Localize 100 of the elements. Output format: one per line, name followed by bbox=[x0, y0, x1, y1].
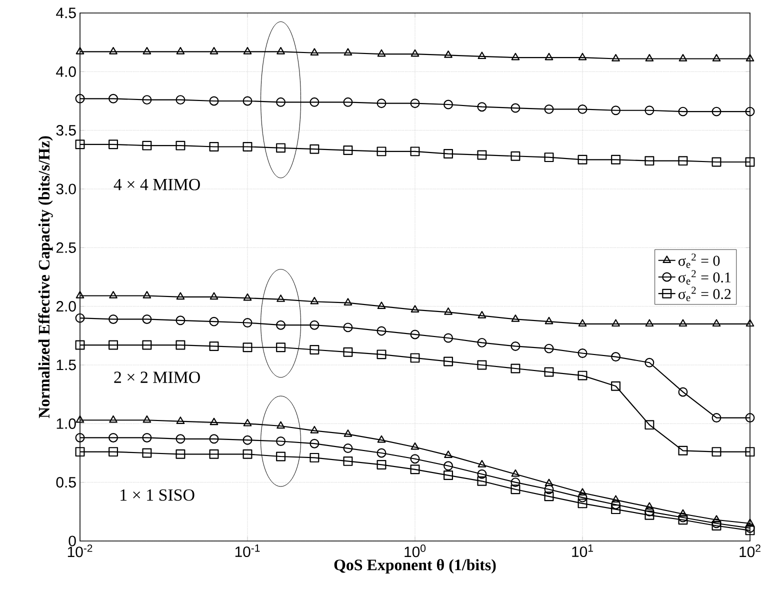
point bbox=[209, 341, 219, 351]
point bbox=[578, 488, 587, 496]
y-tick-label: 3.5 bbox=[56, 125, 76, 136]
point bbox=[578, 319, 587, 327]
annotation: 2 × 2 MIMO bbox=[114, 372, 200, 384]
point bbox=[478, 460, 486, 468]
y-tick-label: 1.0 bbox=[56, 418, 76, 429]
point bbox=[310, 97, 320, 107]
point bbox=[678, 319, 688, 327]
point bbox=[343, 146, 353, 155]
point bbox=[310, 144, 320, 154]
point bbox=[377, 49, 386, 57]
point bbox=[678, 515, 688, 525]
point bbox=[176, 316, 186, 326]
point bbox=[276, 97, 286, 107]
point bbox=[477, 476, 487, 486]
point bbox=[376, 460, 386, 470]
point bbox=[410, 146, 420, 156]
point bbox=[344, 429, 352, 437]
point bbox=[108, 433, 118, 442]
point bbox=[376, 448, 386, 458]
point bbox=[544, 367, 554, 377]
point bbox=[243, 46, 252, 54]
point bbox=[745, 447, 755, 457]
point bbox=[544, 104, 554, 114]
point bbox=[410, 442, 420, 450]
point bbox=[510, 341, 520, 351]
point bbox=[109, 415, 118, 423]
point bbox=[712, 106, 722, 116]
point bbox=[343, 97, 353, 107]
point bbox=[678, 446, 688, 456]
point bbox=[444, 356, 454, 366]
point bbox=[343, 322, 353, 332]
annotation: 4 × 4 MIMO bbox=[114, 178, 200, 190]
point bbox=[344, 298, 352, 306]
point bbox=[612, 319, 620, 327]
point bbox=[142, 46, 152, 54]
point bbox=[712, 521, 722, 530]
legend-label: σ$_{e}$$^{2}$ = 0.2 bbox=[678, 286, 731, 302]
point bbox=[209, 434, 219, 444]
point bbox=[209, 96, 219, 106]
point bbox=[209, 449, 219, 459]
point bbox=[142, 95, 152, 105]
point bbox=[477, 338, 487, 348]
point bbox=[276, 46, 285, 54]
point bbox=[745, 526, 755, 536]
point bbox=[242, 318, 252, 328]
point bbox=[444, 100, 454, 110]
point bbox=[75, 447, 85, 457]
y-tick-label: 2.0 bbox=[56, 301, 76, 312]
point bbox=[712, 54, 721, 62]
x-axis-title: QoS Exponent θ (1/bits) bbox=[334, 559, 496, 574]
point bbox=[142, 340, 152, 350]
point bbox=[712, 319, 721, 327]
point bbox=[108, 140, 118, 150]
point bbox=[108, 340, 118, 350]
point bbox=[544, 152, 554, 162]
point bbox=[209, 316, 219, 326]
x-tick-label: 10$^{1}$ bbox=[572, 544, 593, 558]
point bbox=[510, 484, 520, 494]
point bbox=[276, 143, 286, 153]
point bbox=[210, 418, 218, 426]
y-tick-label: 1.5 bbox=[56, 360, 76, 370]
point bbox=[142, 140, 152, 150]
point bbox=[344, 48, 352, 56]
point bbox=[477, 102, 487, 112]
point bbox=[343, 347, 353, 357]
point bbox=[142, 433, 152, 442]
point bbox=[444, 470, 454, 480]
point bbox=[578, 154, 588, 164]
point bbox=[176, 434, 186, 444]
point bbox=[510, 103, 520, 113]
y-axis-title: Normalized Effective Capacity (bits/s/Hz) bbox=[38, 136, 53, 418]
point bbox=[75, 140, 85, 150]
point bbox=[612, 495, 620, 503]
point bbox=[310, 296, 319, 304]
point bbox=[444, 50, 452, 58]
point bbox=[142, 448, 152, 458]
y-tick-label: 0 bbox=[68, 536, 76, 546]
point bbox=[276, 342, 286, 352]
point bbox=[410, 98, 420, 108]
point bbox=[578, 348, 588, 358]
point bbox=[746, 54, 754, 62]
x-tick-label: 10$^{0}$ bbox=[404, 544, 426, 558]
point bbox=[410, 353, 420, 363]
point bbox=[310, 345, 320, 354]
y-tick-label: 0.5 bbox=[56, 477, 76, 488]
point bbox=[75, 433, 85, 442]
point bbox=[276, 294, 285, 302]
y-tick-label: 4.0 bbox=[56, 66, 76, 77]
point bbox=[108, 447, 118, 457]
point bbox=[310, 48, 319, 56]
point bbox=[377, 435, 386, 443]
point bbox=[678, 54, 688, 62]
point bbox=[242, 435, 252, 445]
point bbox=[644, 510, 654, 520]
point bbox=[209, 142, 219, 152]
point bbox=[444, 307, 452, 315]
point bbox=[242, 142, 252, 152]
point bbox=[611, 106, 621, 116]
